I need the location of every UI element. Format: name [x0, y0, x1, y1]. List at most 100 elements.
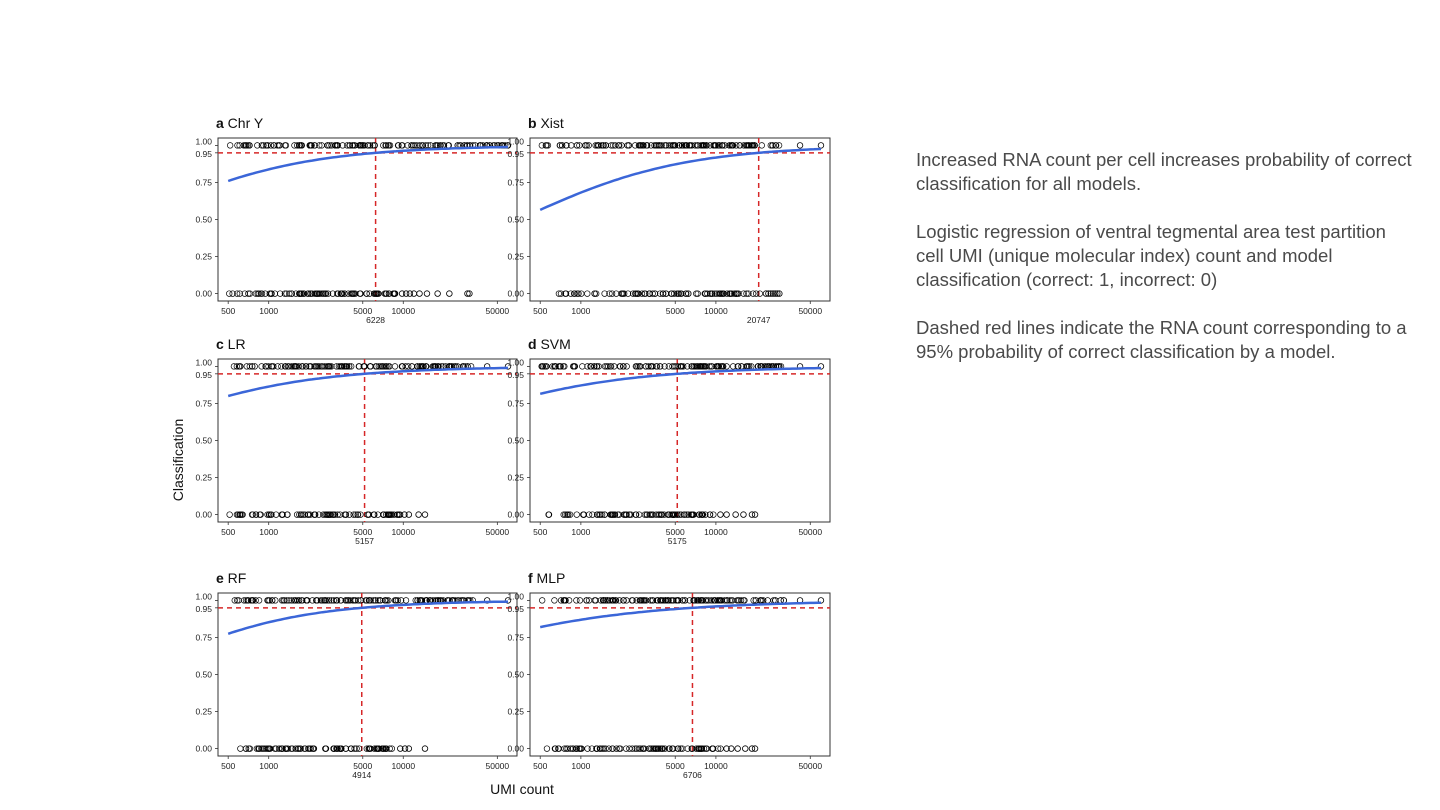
- point-correct: [375, 363, 382, 370]
- point-incorrect: [252, 511, 260, 518]
- point-incorrect: [776, 290, 783, 297]
- point-correct: [657, 597, 664, 604]
- point-correct: [370, 597, 377, 604]
- point-incorrect: [268, 511, 275, 518]
- point-correct: [604, 363, 612, 370]
- point-correct: [595, 142, 602, 149]
- point-correct: [640, 142, 647, 149]
- point-incorrect: [606, 290, 613, 297]
- y-tick-label: 0.00: [507, 510, 524, 520]
- point-correct: [698, 597, 705, 604]
- point-incorrect: [415, 511, 422, 518]
- point-correct: [702, 597, 709, 604]
- point-incorrect: [312, 290, 320, 297]
- point-incorrect: [401, 745, 409, 752]
- point-correct: [313, 597, 320, 604]
- point-correct: [234, 597, 241, 604]
- point-correct: [591, 363, 598, 370]
- point-correct: [687, 142, 694, 149]
- point-correct: [576, 597, 584, 604]
- point-incorrect: [670, 290, 678, 297]
- point-incorrect: [644, 511, 651, 518]
- point-correct: [758, 142, 765, 149]
- point-incorrect: [641, 511, 649, 518]
- point-correct: [698, 363, 705, 370]
- point-correct: [413, 142, 420, 149]
- point-incorrect: [601, 290, 608, 297]
- x-tick-label: 50000: [486, 761, 510, 771]
- point-incorrect: [373, 745, 380, 752]
- plot-frame: [217, 358, 518, 523]
- point-correct: [775, 142, 783, 149]
- point-correct: [324, 597, 331, 604]
- point-incorrect: [735, 290, 742, 297]
- point-incorrect: [566, 511, 574, 518]
- point-correct: [772, 142, 779, 149]
- x-tick-label: 500: [533, 527, 547, 537]
- point-correct: [713, 363, 720, 370]
- point-correct: [669, 363, 676, 370]
- x-tick-label: 5000: [353, 527, 372, 537]
- point-correct: [616, 142, 623, 149]
- point-correct: [752, 597, 759, 604]
- point-incorrect: [629, 745, 636, 752]
- y-tick-label: 0.75: [195, 632, 212, 642]
- point-incorrect: [633, 745, 641, 752]
- x-tick-label: 1000: [571, 306, 590, 316]
- point-correct: [541, 363, 548, 370]
- point-correct: [290, 363, 297, 370]
- point-correct: [416, 142, 423, 149]
- x-tick-label: 500: [533, 306, 547, 316]
- point-correct: [645, 363, 652, 370]
- x-tick-label: 10000: [704, 306, 728, 316]
- point-incorrect: [580, 511, 587, 518]
- y-tick-label: 0.50: [507, 670, 524, 680]
- point-incorrect: [464, 290, 471, 297]
- point-correct: [603, 363, 610, 370]
- point-incorrect: [384, 511, 392, 518]
- point-incorrect: [706, 511, 714, 518]
- y-tick-label: 1.00: [195, 357, 212, 367]
- point-incorrect: [748, 511, 756, 518]
- point-incorrect: [717, 511, 724, 518]
- point-incorrect: [696, 745, 703, 752]
- point-correct: [595, 363, 602, 370]
- point-correct: [258, 363, 265, 370]
- point-incorrect: [405, 511, 413, 518]
- point-correct: [367, 363, 374, 370]
- point-correct: [364, 142, 371, 149]
- point-correct: [243, 142, 250, 149]
- point-correct: [817, 142, 825, 149]
- point-incorrect: [648, 745, 655, 752]
- point-correct: [665, 363, 672, 370]
- point-incorrect: [302, 745, 309, 752]
- point-correct: [236, 142, 243, 149]
- point-incorrect: [723, 511, 730, 518]
- point-incorrect: [613, 290, 620, 297]
- point-incorrect: [743, 290, 750, 297]
- point-correct: [246, 363, 253, 370]
- point-incorrect: [381, 290, 388, 297]
- point-incorrect: [258, 745, 265, 752]
- panel-title: e RF: [216, 570, 246, 586]
- point-correct: [690, 363, 697, 370]
- x-tick-label: 10000: [391, 527, 415, 537]
- point-correct: [309, 597, 316, 604]
- point-correct: [706, 142, 714, 149]
- y-tick-label: 1.00: [507, 591, 524, 601]
- point-correct: [342, 597, 350, 604]
- point-incorrect: [383, 511, 390, 518]
- point-correct: [351, 597, 358, 604]
- point-correct: [288, 363, 295, 370]
- point-incorrect: [658, 511, 665, 518]
- y-tick-label: 0.50: [507, 436, 524, 446]
- point-incorrect: [241, 290, 248, 297]
- point-correct: [584, 363, 591, 370]
- point-correct: [302, 363, 309, 370]
- point-incorrect: [614, 511, 621, 518]
- y-tick-label: 0.25: [507, 707, 524, 717]
- point-correct: [675, 142, 683, 149]
- point-correct: [249, 597, 256, 604]
- point-correct: [235, 597, 242, 604]
- point-incorrect: [742, 745, 749, 752]
